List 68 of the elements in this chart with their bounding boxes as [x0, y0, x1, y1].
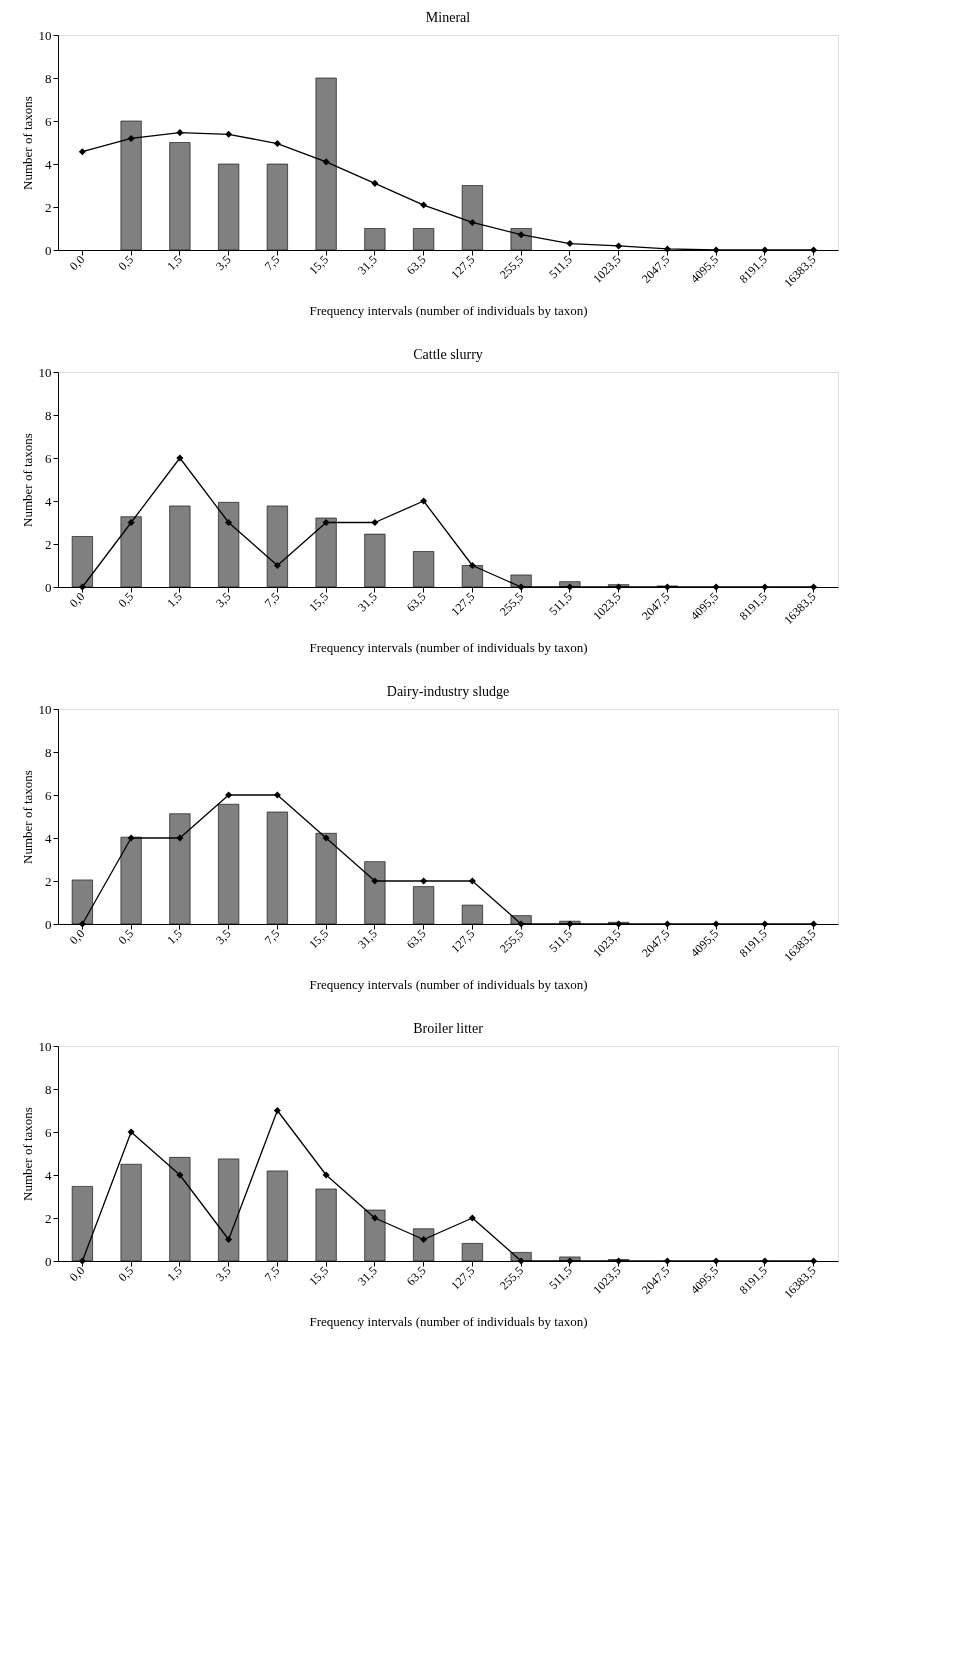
x-tick-label: 0,5: [115, 1263, 137, 1285]
x-tick-label: 0,5: [115, 252, 137, 274]
x-axis-title: Frequency intervals (number of individuals by taxon): [309, 303, 588, 319]
chart-title: Broiler litter: [413, 1021, 484, 1036]
x-axis-title: Frequency intervals (number of individuals by taxon): [309, 640, 588, 656]
y-tick-label: 0: [45, 916, 52, 932]
x-tick-label: 7,5: [261, 1263, 283, 1285]
y-tick-label: 10: [38, 701, 52, 717]
y-tick-label: 6: [45, 787, 52, 803]
x-tick-label: 1,5: [164, 589, 185, 611]
x-tick-label: 3,5: [213, 589, 234, 611]
x-tick-label: 63,5: [403, 589, 429, 615]
x-tick-label: 63,5: [403, 1263, 429, 1289]
x-tick-label: 7,5: [261, 926, 283, 948]
y-tick-label: 8: [45, 70, 52, 86]
y-tick-label: 10: [38, 27, 52, 43]
y-tick-label: 4: [45, 830, 52, 846]
x-tick-label: 63,5: [403, 252, 429, 278]
x-tick-label: 15,5: [306, 589, 332, 615]
y-tick-label: 10: [38, 1038, 52, 1054]
y-axis-title: Number of taxons: [19, 1107, 35, 1201]
x-tick-label: 31,5: [355, 1263, 380, 1289]
x-tick-label: 0,0: [66, 926, 88, 948]
x-tick-label: 3,5: [213, 252, 234, 274]
y-tick-label: 0: [45, 242, 52, 258]
x-tick-label: 1,5: [164, 926, 185, 948]
x-tick-label: 31,5: [355, 589, 380, 615]
y-tick-label: 8: [45, 407, 52, 423]
x-tick-label: 15,5: [306, 252, 332, 278]
x-tick-label: 0,0: [66, 1263, 88, 1285]
x-tick-label: 31,5: [355, 252, 380, 278]
x-tick-label: 15,5: [306, 1263, 332, 1289]
x-tick-label: 1,5: [164, 252, 185, 274]
y-tick-label: 8: [45, 744, 52, 760]
x-tick-label: 3,5: [213, 1263, 234, 1285]
y-axis-title: Number of taxons: [19, 770, 35, 864]
y-tick-label: 2: [45, 873, 52, 889]
y-tick-label: 10: [38, 364, 52, 380]
y-tick-label: 2: [45, 536, 52, 552]
x-tick-label: 31,5: [355, 926, 380, 952]
x-tick-label: 0,5: [115, 926, 137, 948]
chart-title: Mineral: [425, 10, 471, 25]
y-tick-label: 0: [45, 579, 52, 595]
y-tick-label: 4: [45, 493, 52, 509]
x-tick-label: 3,5: [213, 926, 234, 948]
x-tick-label: 63,5: [403, 926, 429, 952]
x-tick-label: 0,5: [115, 589, 137, 611]
x-tick-label: 1,5: [164, 1263, 185, 1285]
x-tick-label: 15,5: [306, 926, 332, 952]
x-tick-label: 7,5: [261, 589, 283, 611]
x-axis-title: Frequency intervals (number of individuals by taxon): [309, 1314, 588, 1330]
y-tick-label: 0: [45, 1253, 52, 1269]
x-tick-label: 0,0: [66, 589, 88, 611]
chart-title: Dairy-industry sludge: [386, 684, 510, 699]
y-tick-label: 2: [45, 1210, 52, 1226]
y-axis-title: Number of taxons: [19, 96, 35, 190]
x-tick-label: 7,5: [261, 252, 283, 274]
y-axis-title: Number of taxons: [19, 433, 35, 527]
x-tick-label: 0,0: [66, 252, 88, 274]
y-tick-label: 6: [45, 450, 52, 466]
y-tick-label: 8: [45, 1081, 52, 1097]
y-tick-label: 6: [45, 113, 52, 129]
chart-title: Cattle slurry: [413, 347, 483, 362]
y-tick-label: 4: [45, 156, 52, 172]
x-axis-title: Frequency intervals (number of individuals by taxon): [309, 977, 588, 993]
y-tick-label: 2: [45, 199, 52, 215]
y-tick-label: 6: [45, 1124, 52, 1140]
y-tick-label: 4: [45, 1167, 52, 1183]
